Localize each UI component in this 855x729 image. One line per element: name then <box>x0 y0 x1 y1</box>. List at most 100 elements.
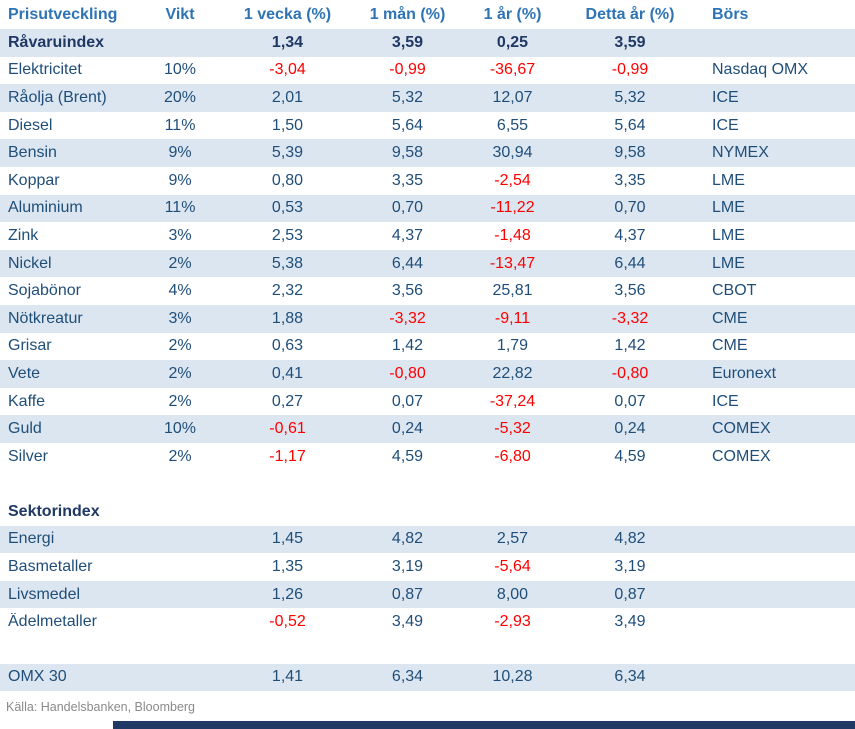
cell-vikt: 2% <box>168 392 192 410</box>
cell-name: Guld <box>8 420 42 438</box>
cell-name: Livsmedel <box>8 585 81 603</box>
cell-y1: -13,47 <box>489 254 536 272</box>
cell-w1: 1,26 <box>271 585 304 603</box>
cell-y1: -5,32 <box>494 420 531 438</box>
cell-w1: 0,41 <box>271 364 304 382</box>
cell-exchange: CBOT <box>712 282 757 300</box>
cell-ytd: 9,58 <box>614 144 646 162</box>
cell-ytd: 4,37 <box>614 226 646 244</box>
cell-vikt: 20% <box>163 88 197 106</box>
cell-exchange: COMEX <box>712 447 771 465</box>
cell-y1: -37,24 <box>489 392 536 410</box>
cell-vikt: 3% <box>168 309 192 327</box>
table-row: Sojabönor 4% 2,32 3,56 25,81 3,56 CBOT <box>0 277 855 305</box>
table-row: Råvaruindex 1,34 3,59 0,25 3,59 <box>0 29 855 57</box>
cell-w1: 2,32 <box>271 282 304 300</box>
cell-m1: 6,34 <box>391 668 424 686</box>
cell-w1: 0,63 <box>271 337 304 355</box>
price-table: Prisutveckling Vikt 1 vecka (%) 1 mån (%… <box>0 5 855 692</box>
cell-ytd: 1,42 <box>614 337 646 355</box>
column-header-prisutveckling: Prisutveckling <box>8 5 118 23</box>
table-row: Guld 10% -0,61 0,24 -5,32 0,24 COMEX <box>0 415 855 443</box>
cell-y1: -36,67 <box>489 61 536 79</box>
cell-ytd: 3,49 <box>614 613 646 631</box>
cell-m1: 3,19 <box>391 558 424 576</box>
cell-name: Silver <box>8 447 49 465</box>
cell-m1: 0,24 <box>391 420 424 438</box>
cell-y1: -5,64 <box>494 558 531 576</box>
cell-exchange: LME <box>712 199 745 217</box>
table-row: Ädelmetaller -0,52 3,49 -2,93 3,49 <box>0 608 855 637</box>
cell-name: Zink <box>8 226 39 244</box>
cell-ytd: 5,32 <box>614 88 646 106</box>
cell-y1: 6,55 <box>496 116 529 134</box>
cell-m1: 1,42 <box>391 337 424 355</box>
cell-y1: -11,22 <box>490 199 535 217</box>
table-row: Energi 1,45 4,82 2,57 4,82 <box>0 525 855 554</box>
table-row: Basmetaller 1,35 3,19 -5,64 3,19 <box>0 553 855 581</box>
cell-exchange: LME <box>712 171 745 189</box>
cell-exchange: COMEX <box>712 420 771 438</box>
table-row: Elektricitet 10% -3,04 -0,99 -36,67 -0,99 Nasd… <box>0 56 855 85</box>
cell-w1: 0,80 <box>271 171 304 189</box>
table-row: Diesel 11% 1,50 5,64 6,55 5,64 ICE <box>0 111 855 140</box>
cell-vikt: 2% <box>168 447 192 465</box>
cell-vikt: 11% <box>164 199 196 217</box>
cell-w1: -0,52 <box>269 613 306 631</box>
cell-ytd: 4,82 <box>614 530 646 548</box>
table-row: Nickel 2% 5,38 6,44 -13,47 6,44 LME <box>0 249 855 278</box>
column-header-1-man: 1 mån (%) <box>369 5 446 23</box>
column-header-detta-ar: Detta år (%) <box>585 5 675 23</box>
cell-ytd: 3,59 <box>614 33 646 51</box>
cell-y1: -9,11 <box>494 309 531 327</box>
table-row: OMX 30 1,41 6,34 10,28 6,34 <box>0 663 855 692</box>
cell-vikt: 2% <box>168 364 192 382</box>
cell-ytd: 0,07 <box>614 392 646 410</box>
cell-exchange: CME <box>712 309 748 327</box>
column-header-bors: Börs <box>712 5 749 23</box>
cell-y1: 0,25 <box>496 33 529 51</box>
cell-y1: -1,48 <box>494 226 531 244</box>
cell-y1: 1,79 <box>496 337 529 355</box>
cell-w1: -1,17 <box>269 447 306 465</box>
cell-name: Nickel <box>8 254 52 272</box>
cell-m1: 3,49 <box>391 613 424 631</box>
cell-m1: 4,59 <box>391 447 424 465</box>
cell-exchange: LME <box>712 226 745 244</box>
cell-y1: 12,07 <box>492 88 533 106</box>
column-header-1-ar: 1 år (%) <box>483 5 542 23</box>
cell-m1: 3,35 <box>391 171 424 189</box>
cell-ytd: -0,80 <box>611 364 649 382</box>
column-header-1-vecka: 1 vecka (%) <box>243 5 332 23</box>
cell-vikt: 9% <box>168 171 192 189</box>
cell-ytd: 5,64 <box>614 116 646 134</box>
cell-name: Aluminium <box>8 199 83 217</box>
cell-w1: 5,38 <box>271 254 304 272</box>
cell-ytd: 6,34 <box>614 668 646 686</box>
cell-name: Råolja (Brent) <box>8 88 107 106</box>
cell-y1: 8,00 <box>496 585 529 603</box>
cell-m1: -3,32 <box>389 309 426 327</box>
cell-w1: 1,88 <box>271 309 304 327</box>
cell-m1: 3,56 <box>391 282 424 300</box>
cell-m1: 9,58 <box>391 144 424 162</box>
cell-vikt: 10% <box>163 61 197 79</box>
cell-y1: 2,57 <box>496 530 529 548</box>
cell-y1: -2,54 <box>494 171 531 189</box>
blank-row <box>0 470 855 499</box>
cell-vikt: 10% <box>163 420 197 438</box>
cell-name: Kaffe <box>8 392 46 410</box>
cell-name: Sojabönor <box>8 282 81 300</box>
table-row: Silver 2% -1,17 4,59 -6,80 4,59 COMEX <box>0 442 855 471</box>
cell-w1: 2,53 <box>271 226 304 244</box>
cell-w1: 1,50 <box>271 116 304 134</box>
cell-w1: 1,41 <box>271 668 304 686</box>
cell-vikt: 2% <box>168 254 192 272</box>
cell-w1: 0,27 <box>271 392 304 410</box>
cell-exchange: NYMEX <box>712 144 769 162</box>
cell-name: Bensin <box>8 144 57 162</box>
cell-w1: -3,04 <box>269 61 306 79</box>
cell-name: Nötkreatur <box>8 309 83 327</box>
table-row: Nötkreatur 3% 1,88 -3,32 -9,11 -3,32 CME <box>0 304 855 333</box>
